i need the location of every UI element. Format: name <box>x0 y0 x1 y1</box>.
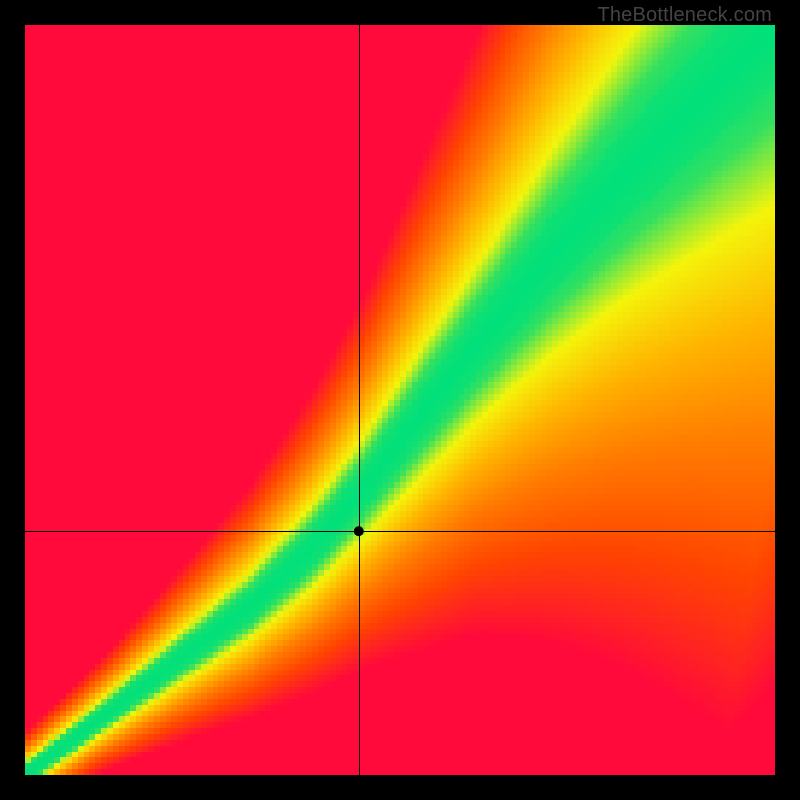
watermark-text: TheBottleneck.com <box>597 4 772 27</box>
heatmap-canvas <box>25 25 775 775</box>
heatmap-plot <box>25 25 775 775</box>
chart-frame: TheBottleneck.com <box>0 0 800 800</box>
